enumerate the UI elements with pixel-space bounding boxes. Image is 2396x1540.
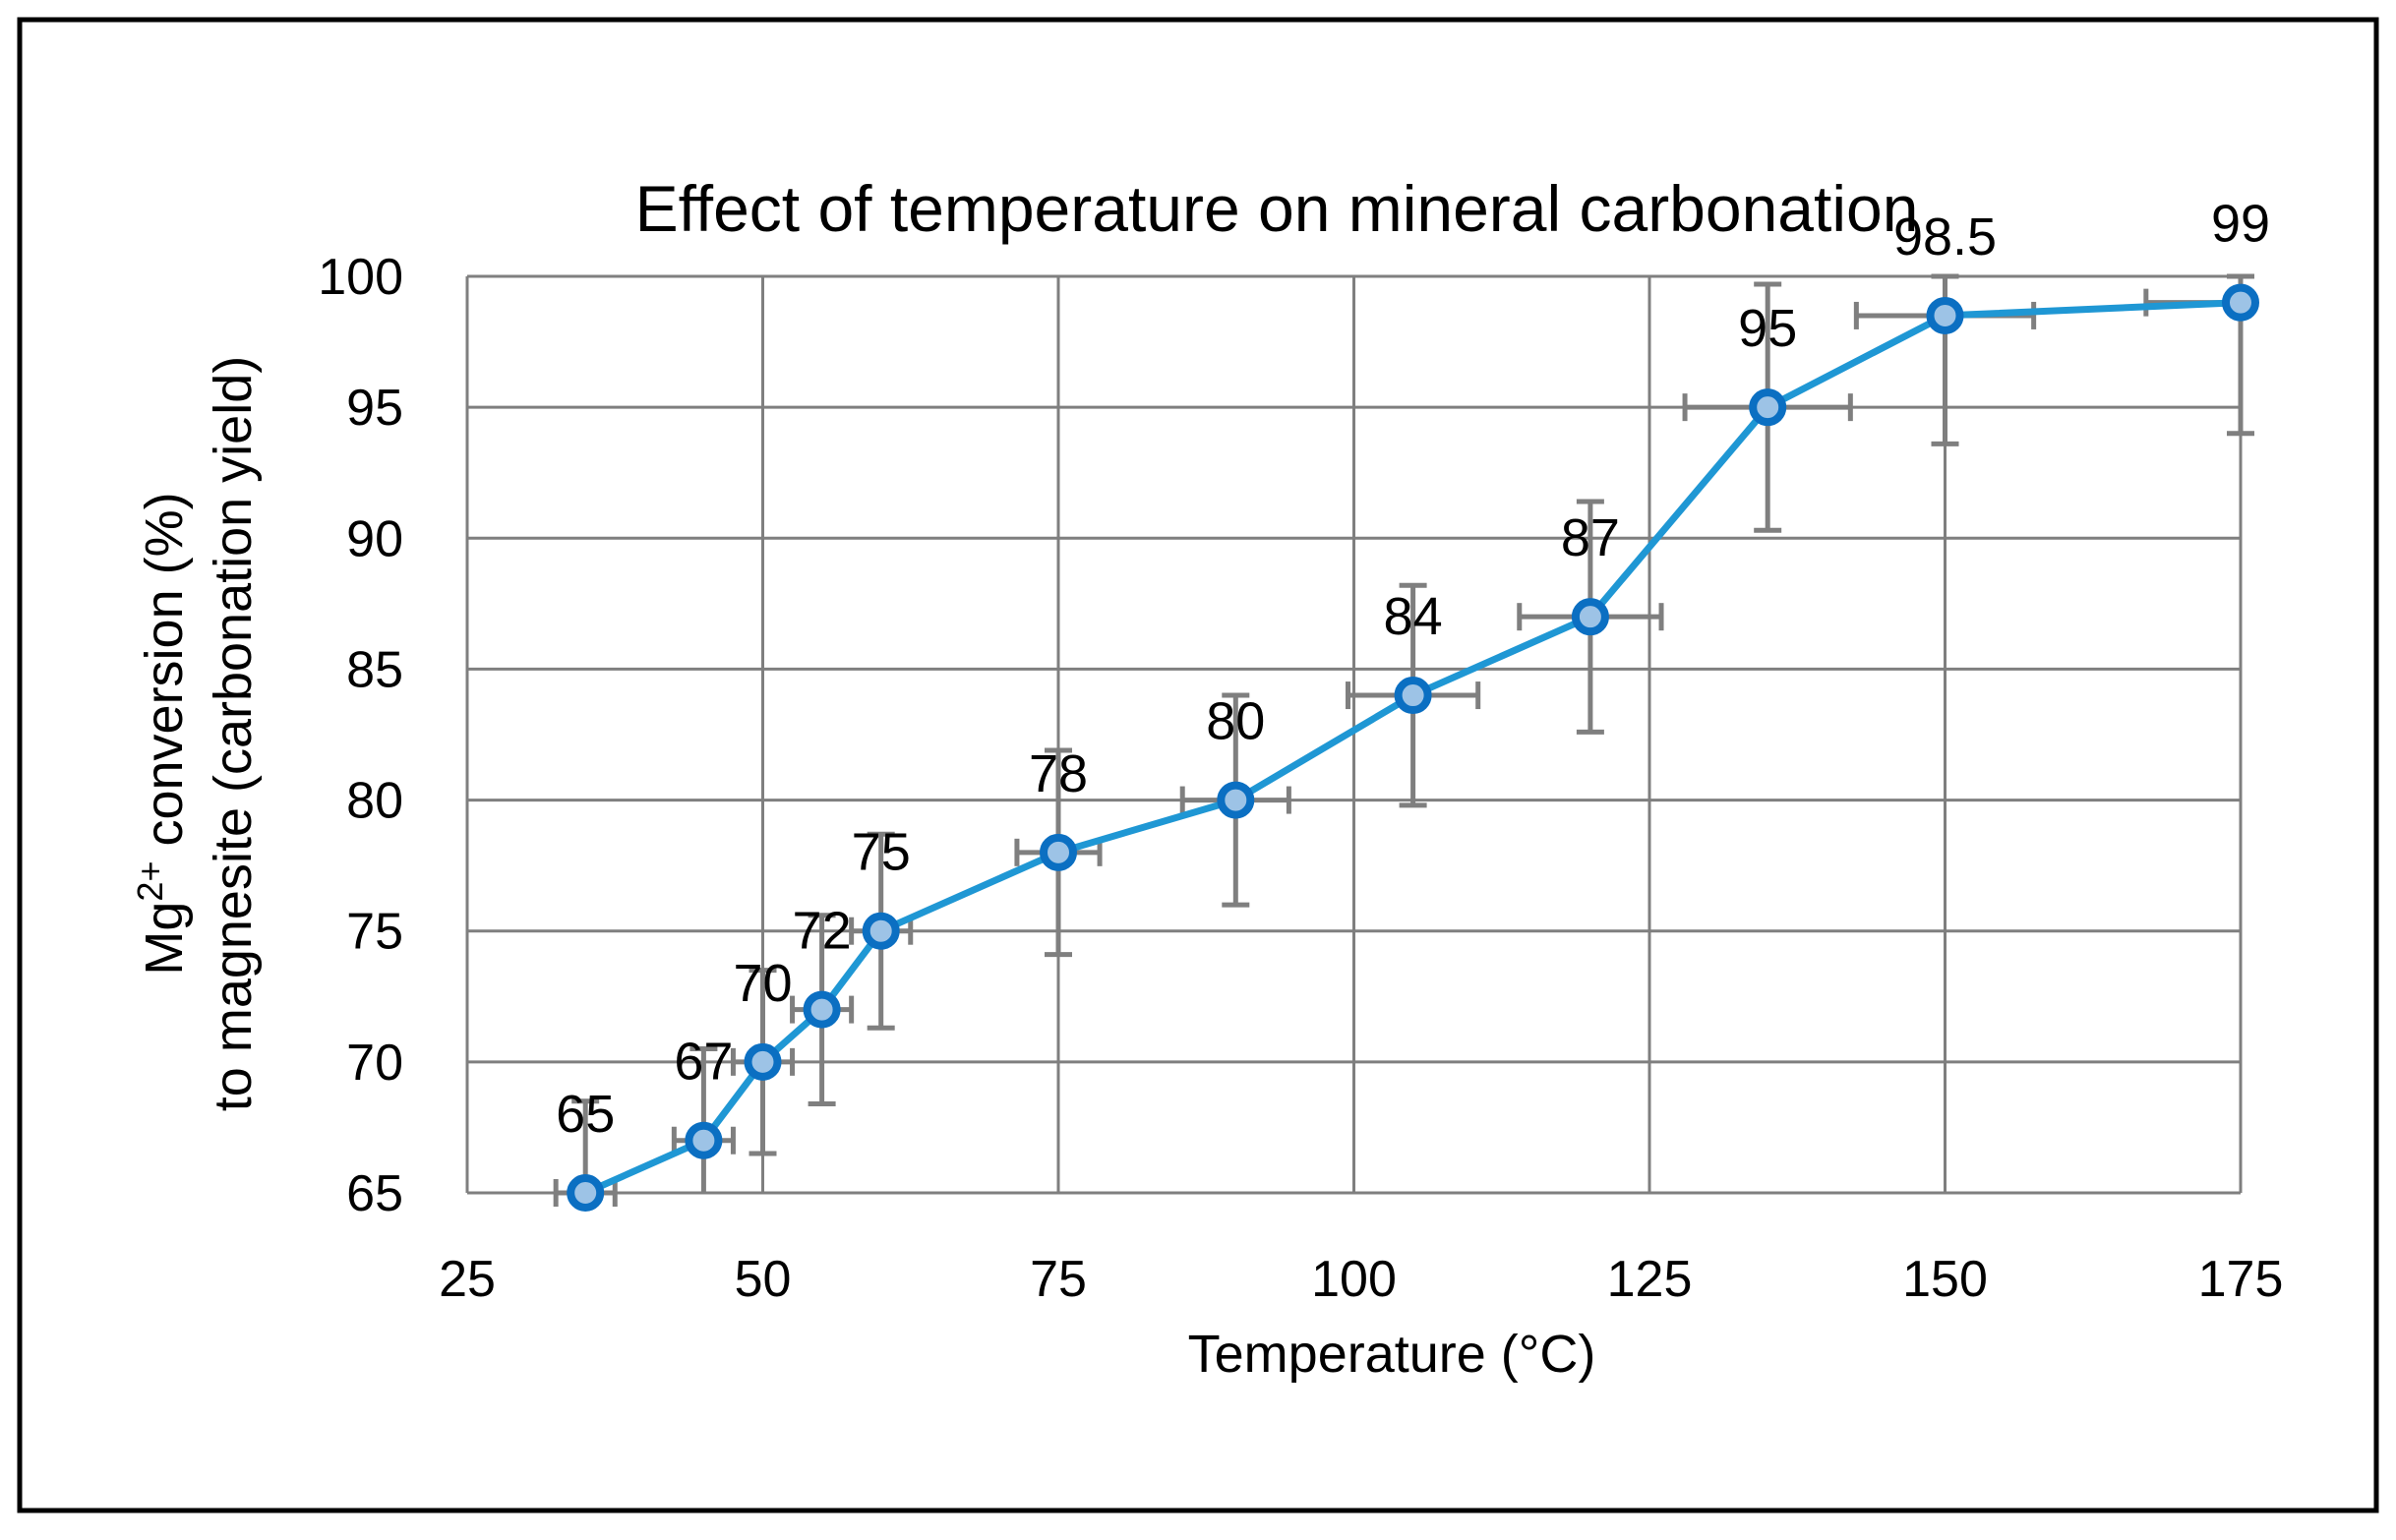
data-label: 98.5 xyxy=(1893,207,1997,267)
data-point xyxy=(1749,388,1787,427)
data-point xyxy=(1571,598,1609,636)
x-tick-label: 75 xyxy=(1030,1251,1087,1308)
y-tick-label: 65 xyxy=(346,1165,403,1222)
data-label: 78 xyxy=(1029,744,1088,803)
x-tick-label: 100 xyxy=(1311,1251,1397,1308)
data-label: 75 xyxy=(852,823,911,882)
data-label: 72 xyxy=(793,902,852,961)
outer-frame xyxy=(17,17,2379,1513)
data-label: 80 xyxy=(1206,692,1265,751)
y-tick-label: 100 xyxy=(318,249,403,306)
data-point xyxy=(744,1042,782,1081)
y-tick-label: 95 xyxy=(346,380,403,437)
x-tick-label: 125 xyxy=(1607,1251,1693,1308)
data-label: 99 xyxy=(2211,195,2270,254)
data-label: 70 xyxy=(733,954,792,1013)
series-layer xyxy=(553,273,2259,1212)
y-tick-label: 70 xyxy=(346,1035,403,1092)
y-axis-title-prefix: Mg xyxy=(135,902,194,976)
x-tick-label: 50 xyxy=(735,1251,792,1308)
y-axis-title-line2: to magnesite (carbonation yield) xyxy=(204,356,263,1111)
x-axis-title: Temperature (°C) xyxy=(1188,1325,1596,1384)
data-label: 95 xyxy=(1738,299,1797,358)
data-point xyxy=(2222,283,2259,322)
data-point xyxy=(1040,833,1077,871)
label-layer: 25 50 75 100 125 150 1756570758085909510065677… xyxy=(318,195,2283,1308)
x-tick-label: 175 xyxy=(2198,1251,2284,1308)
data-point xyxy=(862,912,900,950)
data-point xyxy=(1217,781,1255,819)
data-label: 65 xyxy=(556,1085,615,1144)
x-tick-label: 150 xyxy=(1902,1251,1988,1308)
chart-title: Effect of temperature on mineral carbona… xyxy=(635,172,1919,245)
data-point xyxy=(803,990,841,1029)
data-point xyxy=(567,1174,605,1212)
y-tick-label: 80 xyxy=(346,773,403,830)
y-axis-title-line1: Mg2+ conversion (%) xyxy=(130,492,194,975)
y-tick-label: 85 xyxy=(346,641,403,698)
x-tick-label: 25 xyxy=(439,1251,496,1308)
data-point xyxy=(685,1121,723,1159)
y-axis-title: Mg2+ conversion (%) to magnesite (carbon… xyxy=(130,356,263,1111)
y-tick-label: 75 xyxy=(346,904,403,961)
y-tick-label: 90 xyxy=(346,510,403,567)
data-label: 87 xyxy=(1561,508,1620,567)
y-axis-title-superscript: 2+ xyxy=(130,861,170,902)
data-label: 84 xyxy=(1384,587,1443,646)
data-point xyxy=(1394,677,1432,715)
data-label: 67 xyxy=(674,1033,733,1092)
y-axis-title-suffix: conversion (%) xyxy=(135,492,194,860)
data-point xyxy=(1926,296,1964,334)
